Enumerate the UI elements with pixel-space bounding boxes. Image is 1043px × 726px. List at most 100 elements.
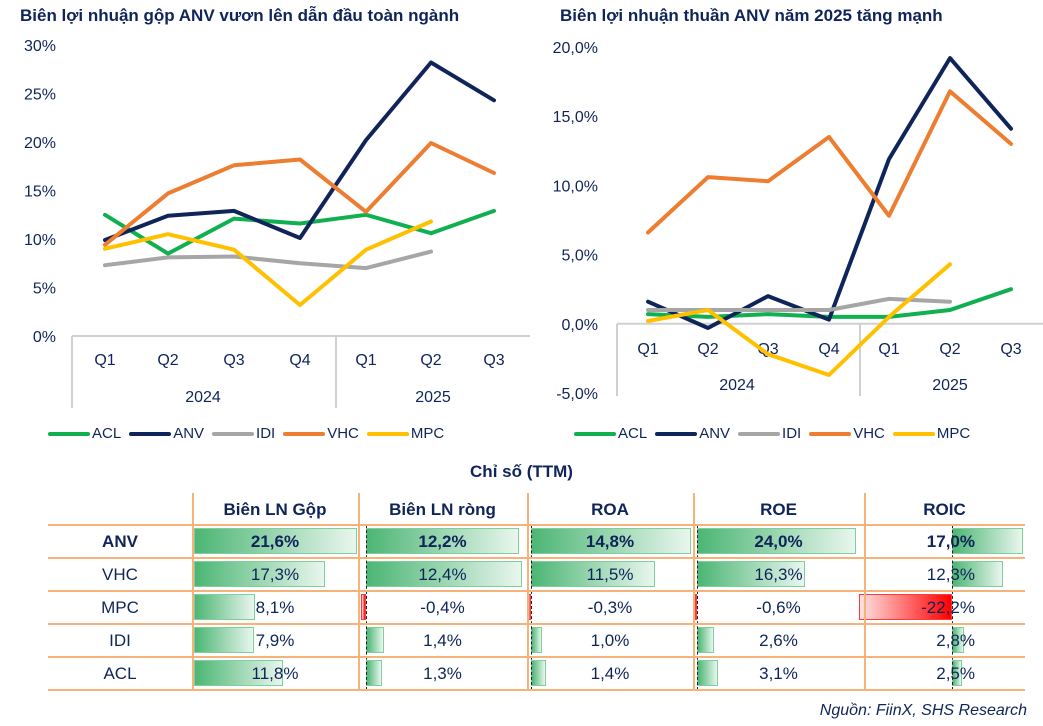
x-group-label: 2024 (719, 377, 755, 394)
legend-label: IDI (782, 425, 802, 442)
table-row-divider (48, 590, 1025, 592)
row-label: IDI (109, 630, 131, 650)
legend-label: VHC (853, 425, 885, 442)
data-bar-positive (194, 528, 357, 554)
data-value: 16,3% (754, 564, 803, 584)
data-bar-positive (194, 627, 254, 653)
data-value: 14,8% (585, 531, 635, 551)
data-value: 1,4% (423, 630, 462, 650)
legend-item-acl: ACL (48, 425, 121, 442)
legend-label: ACL (618, 425, 648, 442)
table-row: ACL 11,8% 1,3% 1,4% 3,1% 2,5% (48, 657, 1025, 690)
legend-swatch (892, 431, 935, 436)
y-tick-label: 15% (24, 184, 56, 201)
chart1-title: Biên lợi nhuận gộp ANV vươn lên dẫn đầu … (20, 6, 460, 25)
row-label: VHC (102, 564, 138, 584)
table-title: Chỉ số (TTM) (470, 462, 573, 481)
data-bar-positive (194, 660, 284, 686)
x-tick-label: Q1 (878, 341, 899, 358)
legend-label: ANV (699, 425, 731, 442)
legend-swatch (212, 431, 255, 436)
data-bar-negative (360, 594, 366, 620)
series-line-anv (103, 60, 496, 242)
legend-item-idi: IDI (738, 425, 801, 442)
x-tick-label: Q2 (420, 352, 441, 369)
legend-item-vhc: VHC (809, 425, 885, 442)
legend-swatch (655, 431, 698, 436)
x-tick-label: Q4 (818, 341, 839, 358)
y-tick-label: 30% (24, 38, 56, 55)
table-column-divider (527, 493, 529, 690)
table-row-divider (48, 623, 1025, 625)
data-bar-positive (531, 528, 691, 554)
data-bar-positive (366, 561, 522, 587)
data-value: 12,4% (418, 564, 467, 584)
data-value: 1,3% (423, 663, 462, 683)
row-label: MPC (101, 597, 139, 617)
zero-axis-line (366, 525, 367, 690)
y-tick-label: 25% (24, 87, 56, 104)
chart1-legend: ACL ANV IDI VHC MPC (48, 425, 452, 442)
data-bar-positive (194, 594, 256, 620)
chart2-plot: -5,0% 0,0% 5,0% 10,0% 15,0% 20,0% Q1 Q2 Q3 Q4 Q1 Q2… (553, 40, 1043, 403)
data-value: -0,3% (587, 597, 633, 617)
data-value: -0,6% (756, 597, 801, 617)
column-header: Biên LN ròng (389, 499, 496, 519)
legend-label: ANV (173, 425, 205, 442)
table-column-divider (358, 493, 360, 690)
legend-item-anv: ANV (655, 425, 730, 442)
legend-swatch (283, 431, 326, 436)
data-bar-positive (697, 528, 856, 554)
table-row-divider (48, 656, 1025, 658)
x-group-label: 2025 (415, 389, 451, 406)
y-tick-label: 20% (24, 135, 56, 152)
legend-swatch (738, 431, 781, 436)
data-bar-negative (859, 594, 952, 620)
table-row: VHC 17,3% 12,4% 11,5% 16,3% 12,3% (48, 558, 1025, 591)
legend-item-acl: ACL (574, 425, 647, 442)
data-value: 2,5% (936, 663, 975, 683)
data-bar-positive (952, 528, 1023, 554)
legend-label: VHC (327, 425, 359, 442)
data-value: 17,0% (926, 531, 975, 551)
x-tick-label: Q3 (1000, 341, 1021, 358)
data-bar-positive (531, 561, 656, 587)
x-tick-label: Q1 (637, 341, 658, 358)
data-value: -22,2% (921, 597, 975, 617)
table-row: ANV 21,6% 12,2% 14,8% 24,0% 17,0% (48, 525, 1025, 558)
row-label: ACL (103, 663, 137, 683)
data-value: 21,6% (250, 531, 300, 551)
chart1-plot: 0% 5% 10% 15% 20% 25% 30% Q1 Q2 Q3 Q4 Q1 Q2 Q3 2024 202… (24, 38, 530, 408)
x-tick-label: Q2 (939, 341, 960, 358)
y-tick-label: 10,0% (553, 178, 598, 195)
y-tick-label: 20,0% (553, 40, 598, 57)
table-header-row: Biên LN Gộp Biên LN ròng ROA ROE ROIC (48, 493, 1025, 526)
zero-axis-line (952, 525, 953, 690)
x-tick-label: Q1 (94, 352, 115, 369)
column-header: ROIC (923, 499, 966, 519)
data-value: 24,0% (754, 531, 803, 551)
legend-swatch (366, 431, 409, 436)
legend-label: MPC (936, 425, 971, 442)
data-value: 12,2% (418, 531, 467, 551)
x-tick-label: Q4 (289, 352, 310, 369)
y-tick-label: 0,0% (562, 317, 598, 334)
data-bar-positive (194, 561, 325, 587)
data-value: 1,4% (590, 663, 630, 683)
x-group-label: 2025 (932, 377, 968, 394)
chart2-legend: ACL ANV IDI VHC MPC (574, 425, 978, 442)
column-header: Biên LN Gộp (223, 499, 327, 519)
legend-label: ACL (92, 425, 122, 442)
data-value: -0,4% (420, 597, 465, 617)
table-row: IDI 7,9% 1,4% 1,0% 2,6% 2,8% (48, 624, 1025, 657)
legend-item-vhc: VHC (283, 425, 359, 442)
data-bar-positive (697, 561, 805, 587)
table-row: MPC 8,1% -0,4% -0,3% -0,6% -22,2% (48, 591, 1025, 624)
data-value: 17,3% (250, 564, 300, 584)
x-tick-label: Q2 (697, 341, 718, 358)
table-row-divider (48, 557, 1025, 559)
data-value: 2,8% (936, 630, 975, 650)
table-row-divider (48, 689, 1025, 691)
data-value: 11,5% (586, 564, 634, 584)
y-tick-label: 10% (24, 232, 56, 249)
